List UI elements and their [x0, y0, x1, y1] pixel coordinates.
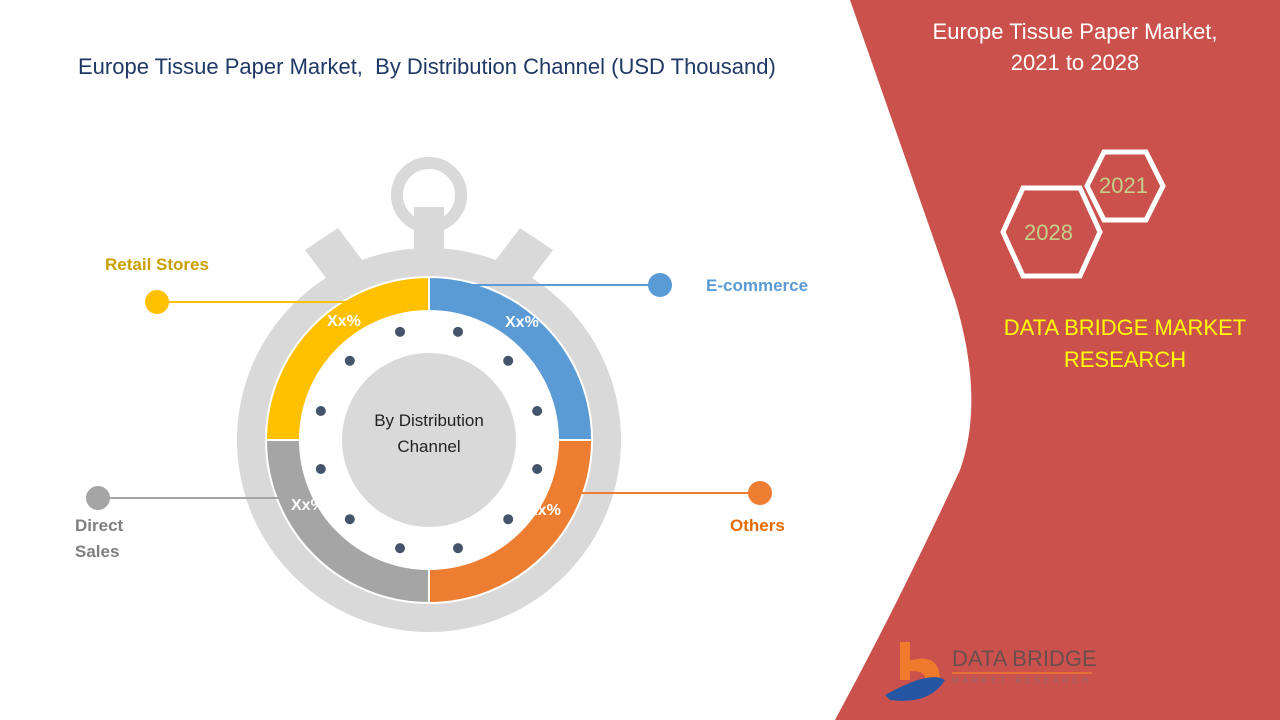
- chart-title: Europe Tissue Paper Market, By Distribut…: [78, 54, 776, 79]
- label-others: Others: [730, 516, 785, 535]
- center-label-line2: Channel: [397, 437, 461, 456]
- value-ecommerce: Xx%: [505, 314, 539, 331]
- dial-dot: [452, 326, 463, 337]
- dial-dot: [344, 355, 355, 366]
- report-title-line1: Europe Tissue Paper Market,: [932, 19, 1218, 44]
- label-direct-line1: Direct: [75, 516, 124, 535]
- dial-dot: [532, 406, 543, 417]
- dial-dot: [395, 543, 406, 554]
- report-title: Europe Tissue Paper Market, 2021 to 2028: [900, 16, 1250, 78]
- center-label: By Distribution Channel: [342, 408, 516, 460]
- center-circle: [342, 353, 516, 527]
- marker-others: [748, 481, 772, 505]
- brand-line2: RESEARCH: [1063, 347, 1187, 372]
- marker-retail: [145, 290, 169, 314]
- marker-direct: [86, 486, 110, 510]
- data-bridge-logo-icon: [885, 642, 1092, 701]
- dial-dot: [315, 406, 326, 417]
- value-direct-sales: Xx%: [291, 497, 325, 514]
- dial-dot: [344, 514, 355, 525]
- dial-dot: [532, 463, 543, 474]
- dial-dot: [452, 543, 463, 554]
- marker-ecommerce: [648, 273, 672, 297]
- dial-dot: [395, 326, 406, 337]
- label-ecommerce: E-commerce: [706, 276, 809, 295]
- label-direct-line2: Sales: [75, 542, 120, 561]
- dial-dot: [315, 463, 326, 474]
- hexagon-2028: [1000, 185, 1103, 279]
- dial-dot: [503, 355, 514, 366]
- logo-subtext: MARKET RESEARCH: [952, 676, 1092, 685]
- brand-line1: DATA BRIDGE MARKET: [1003, 315, 1247, 340]
- right-red-panel: [835, 0, 1280, 720]
- year-2028: 2028: [1024, 220, 1073, 245]
- year-2021: 2021: [1099, 173, 1148, 198]
- logo-text: DATA BRIDGE: [952, 646, 1097, 671]
- dial-dot: [503, 514, 514, 525]
- hexagon-2021: [1084, 149, 1166, 223]
- label-direct-sales: Direct Sales: [75, 513, 123, 565]
- value-others: Xx%: [527, 502, 561, 519]
- report-title-line2: 2021 to 2028: [1010, 50, 1140, 75]
- brand-name: DATA BRIDGE MARKET RESEARCH: [985, 312, 1265, 376]
- value-retail-stores: Xx%: [327, 313, 361, 330]
- label-retail-stores: Retail Stores: [105, 255, 209, 274]
- center-label-line1: By Distribution: [374, 411, 484, 430]
